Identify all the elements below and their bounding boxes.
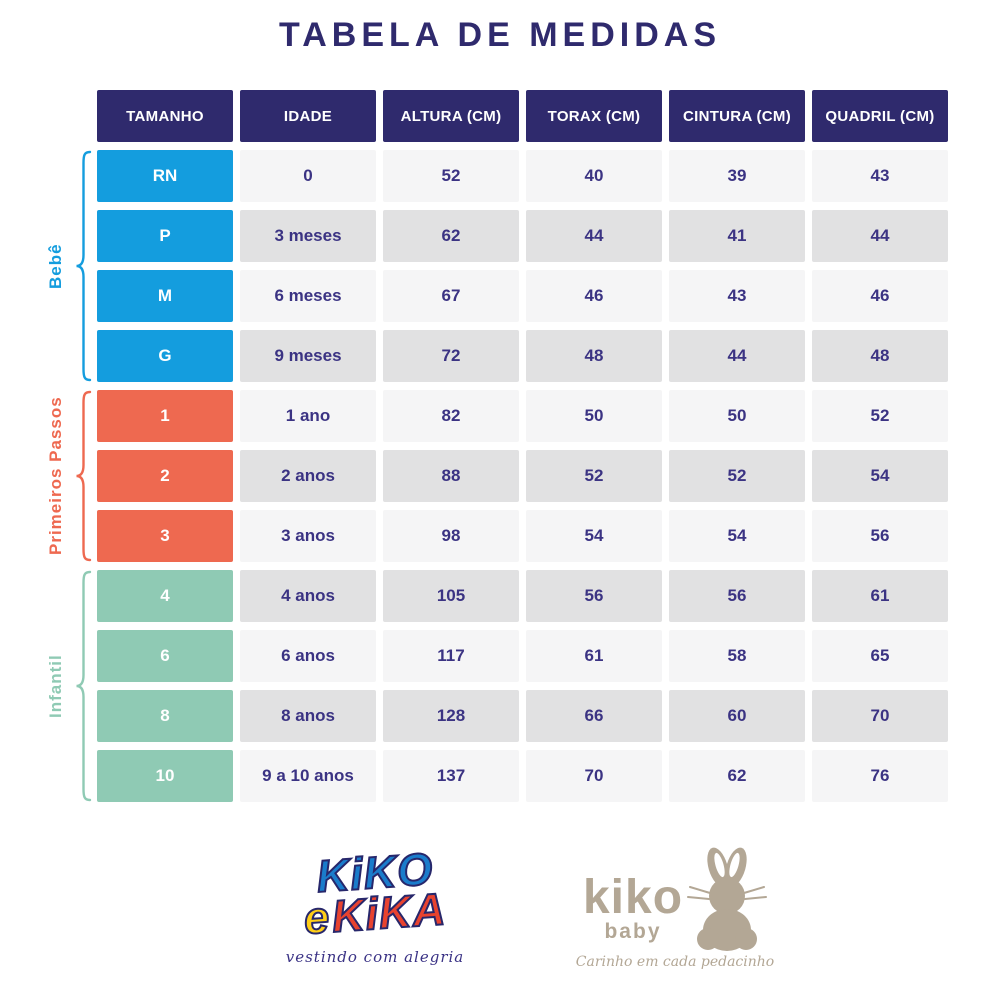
data-cell: 60 xyxy=(669,690,805,742)
data-cell: 43 xyxy=(669,270,805,322)
column-header-torax: TORAX (CM) xyxy=(526,90,662,142)
data-cell: 6 anos xyxy=(240,630,376,682)
size-cell: 2 xyxy=(97,450,233,502)
kiko-e-kika-tagline: vestindo com alegria xyxy=(285,947,465,966)
data-cell: 9 meses xyxy=(240,330,376,382)
data-cell: 61 xyxy=(812,570,948,622)
kiko-baby-tagline: Carinho em cada pedacinho xyxy=(575,954,775,970)
kiko-e-letter: e xyxy=(301,890,333,945)
size-cell: 1 xyxy=(97,390,233,442)
data-cell: 4 anos xyxy=(240,570,376,622)
kiko-baby-wordmark: kiko xyxy=(582,871,684,924)
data-cell: 52 xyxy=(812,390,948,442)
data-cell: 54 xyxy=(526,510,662,562)
data-cell: 137 xyxy=(383,750,519,802)
data-cell: 62 xyxy=(669,750,805,802)
size-cell: M xyxy=(97,270,233,322)
data-cell: 46 xyxy=(526,270,662,322)
data-cell: 48 xyxy=(526,330,662,382)
column-header-tamanho: TAMANHO xyxy=(97,90,233,142)
data-cell: 9 a 10 anos xyxy=(240,750,376,802)
data-cell: 54 xyxy=(812,450,948,502)
group-label-primeiros-passos: Primeiros Passos xyxy=(46,396,65,556)
data-cell: 54 xyxy=(669,510,805,562)
data-cell: 66 xyxy=(526,690,662,742)
data-cell: 128 xyxy=(383,690,519,742)
data-cell: 72 xyxy=(383,330,519,382)
data-cell: 2 anos xyxy=(240,450,376,502)
data-cell: 50 xyxy=(526,390,662,442)
infantil-bracket-icon xyxy=(76,570,92,802)
data-cell: 43 xyxy=(812,150,948,202)
size-cell: RN xyxy=(97,150,233,202)
column-header-altura: ALTURA (CM) xyxy=(383,90,519,142)
data-cell: 67 xyxy=(383,270,519,322)
data-cell: 40 xyxy=(526,150,662,202)
kiko-baby-logo: kiko baby xyxy=(560,846,790,970)
size-cell: 6 xyxy=(97,630,233,682)
data-cell: 76 xyxy=(812,750,948,802)
data-cell: 39 xyxy=(669,150,805,202)
size-cell: 3 xyxy=(97,510,233,562)
kiko-baby-sub-wordmark: baby xyxy=(604,920,662,943)
data-cell: 56 xyxy=(526,570,662,622)
data-cell: 62 xyxy=(383,210,519,262)
size-cell: G xyxy=(97,330,233,382)
column-header-quadril: QUADRIL (CM) xyxy=(812,90,948,142)
data-cell: 48 xyxy=(812,330,948,382)
data-cell: 0 xyxy=(240,150,376,202)
data-cell: 56 xyxy=(669,570,805,622)
data-cell: 3 meses xyxy=(240,210,376,262)
group-label-infantil: Infantil xyxy=(46,654,65,718)
column-header-cintura: CINTURA (CM) xyxy=(669,90,805,142)
column-header-idade: IDADE xyxy=(240,90,376,142)
data-cell: 1 ano xyxy=(240,390,376,442)
data-cell: 44 xyxy=(526,210,662,262)
group-label-bebe: Bebê xyxy=(46,243,65,289)
data-cell: 41 xyxy=(669,210,805,262)
bunny-icon xyxy=(687,847,768,951)
data-cell: 88 xyxy=(383,450,519,502)
data-cell: 3 anos xyxy=(240,510,376,562)
data-cell: 65 xyxy=(812,630,948,682)
data-cell: 52 xyxy=(383,150,519,202)
data-cell: 70 xyxy=(812,690,948,742)
page-title: TABELA DE MEDIDAS xyxy=(279,16,721,54)
data-cell: 82 xyxy=(383,390,519,442)
data-cell: 6 meses xyxy=(240,270,376,322)
data-cell: 58 xyxy=(669,630,805,682)
size-cell: 4 xyxy=(97,570,233,622)
measurements-table: TAMANHO IDADE ALTURA (CM) TORAX (CM) CIN… xyxy=(97,90,948,802)
data-cell: 44 xyxy=(669,330,805,382)
data-cell: 98 xyxy=(383,510,519,562)
data-cell: 105 xyxy=(383,570,519,622)
data-cell: 56 xyxy=(812,510,948,562)
data-cell: 8 anos xyxy=(240,690,376,742)
data-cell: 117 xyxy=(383,630,519,682)
data-cell: 61 xyxy=(526,630,662,682)
size-cell: 10 xyxy=(97,750,233,802)
data-cell: 70 xyxy=(526,750,662,802)
primeiros-passos-bracket-icon xyxy=(76,390,92,562)
data-cell: 44 xyxy=(812,210,948,262)
kiko-e-kika-logo: KiKO eKiKA vestindo com alegria xyxy=(255,842,495,966)
data-cell: 50 xyxy=(669,390,805,442)
size-cell: P xyxy=(97,210,233,262)
data-cell: 52 xyxy=(669,450,805,502)
bebe-bracket-icon xyxy=(76,150,92,382)
data-cell: 52 xyxy=(526,450,662,502)
kika-wordmark: KiKA xyxy=(329,882,448,943)
size-cell: 8 xyxy=(97,690,233,742)
data-cell: 46 xyxy=(812,270,948,322)
